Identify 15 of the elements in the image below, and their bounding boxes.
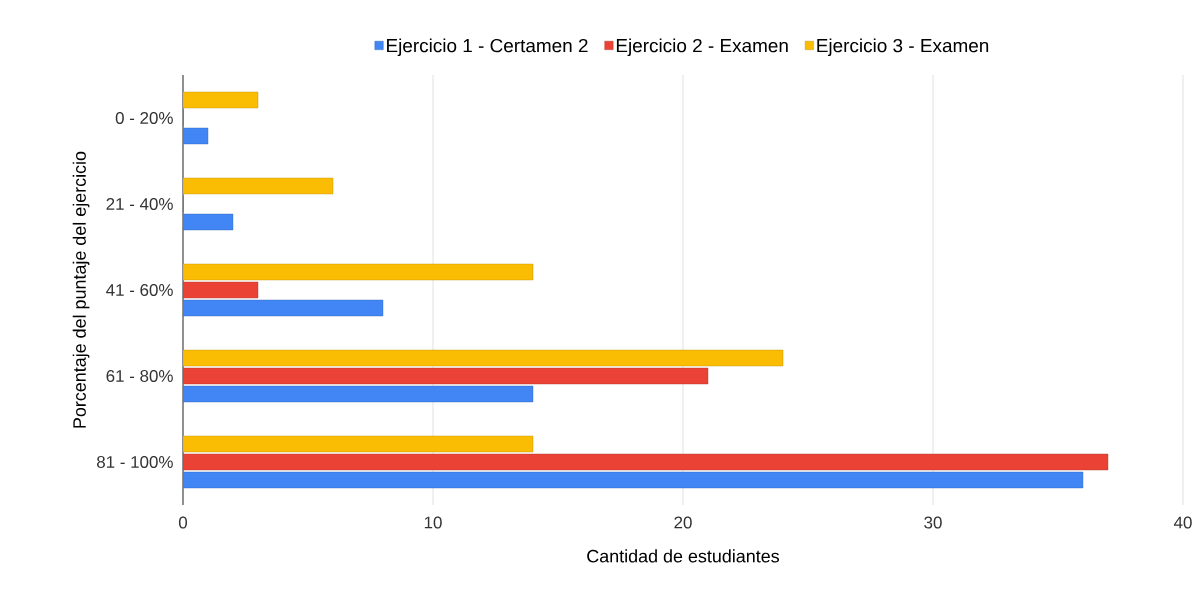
x-tick-label: 10	[424, 516, 442, 529]
legend-label: Ejercicio 2 - Examen	[616, 38, 788, 57]
y-tick-label: 41 - 60%	[106, 284, 173, 296]
legend-label: Ejercicio 3 - Examen	[817, 38, 989, 57]
x-tick-label: 20	[674, 516, 692, 529]
x-tick-label: 30	[924, 516, 942, 529]
y-tick-label: 61 - 80%	[106, 370, 173, 382]
y-tick-label: 21 - 40%	[106, 198, 173, 210]
y-axis-title: Porcentaje del puntaje del ejercicio	[72, 151, 90, 428]
x-tick-label: 0	[178, 516, 188, 529]
x-tick-label: 40	[1173, 516, 1192, 529]
x-axis-title: Cantidad de estudiantes	[587, 549, 780, 563]
y-tick-label: 0 - 20%	[115, 112, 173, 124]
legend-label: Ejercicio 1 - Certamen 2	[387, 38, 588, 57]
y-tick-label: 81 - 100%	[97, 456, 173, 468]
